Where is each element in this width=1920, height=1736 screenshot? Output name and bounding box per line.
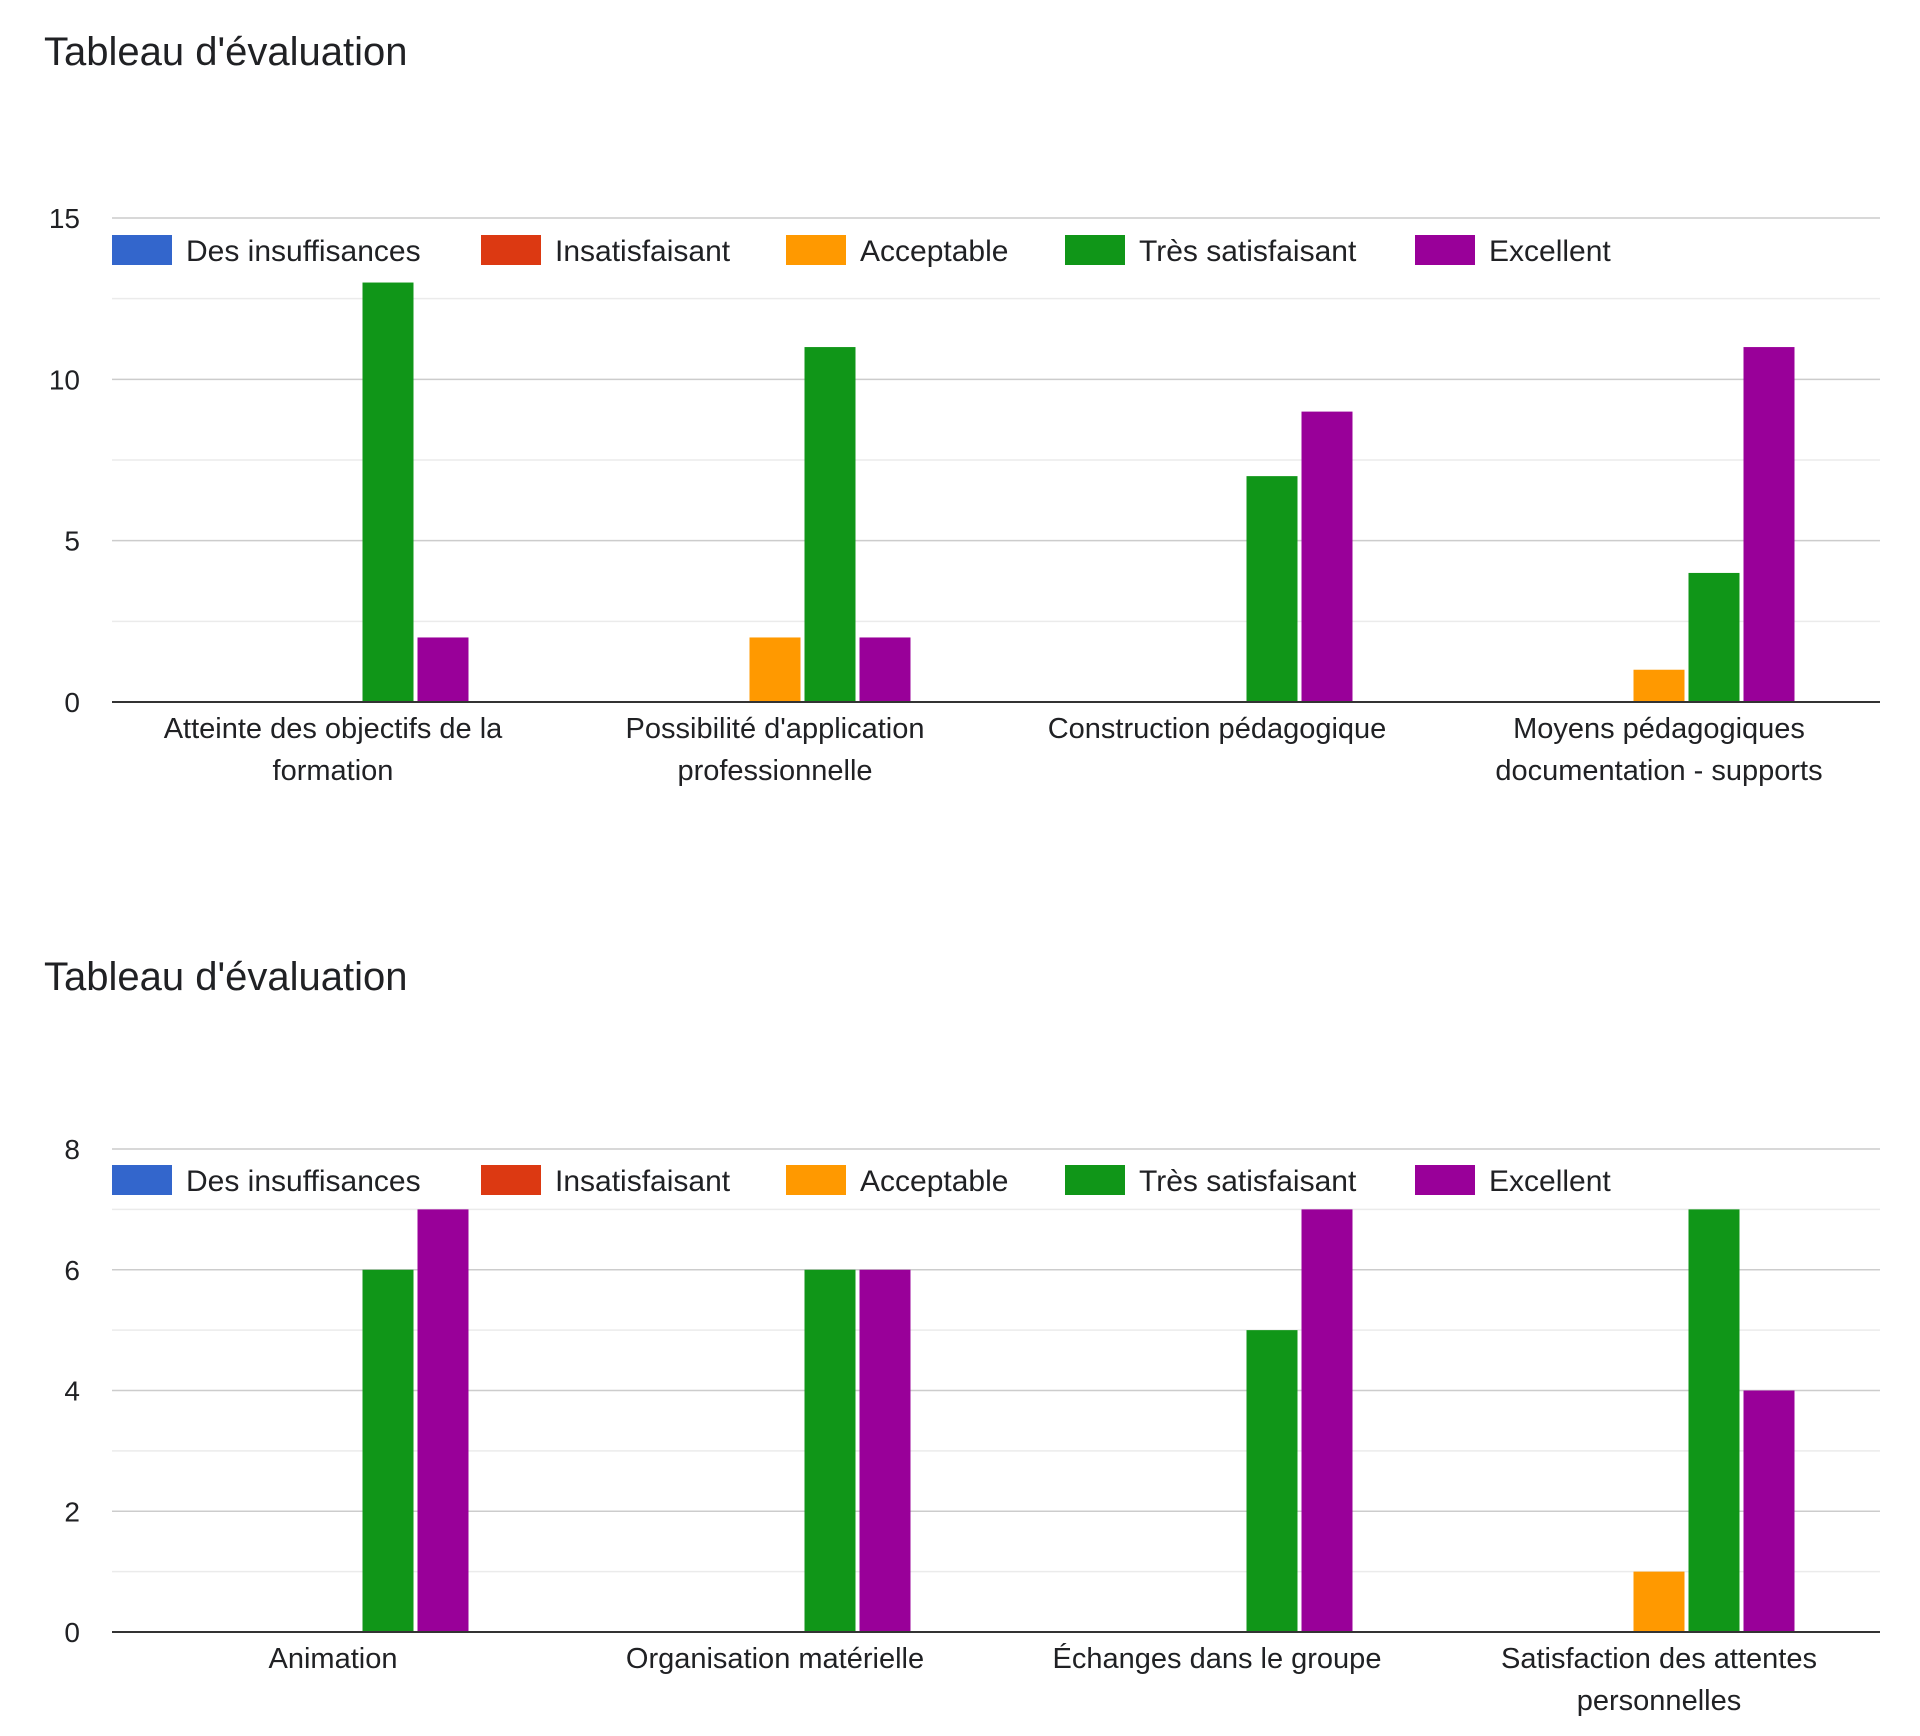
legend-swatch <box>1065 1165 1125 1195</box>
category-label: personnelles <box>1577 1685 1741 1717</box>
legend-label[interactable]: Des insuffisances <box>186 235 421 268</box>
y-tick-label: 0 <box>64 1617 80 1648</box>
bar-tr-s-satisfaisant[interactable] <box>804 347 856 702</box>
legend-label[interactable]: Très satisfaisant <box>1139 1165 1357 1198</box>
category-label: Animation <box>269 1643 398 1675</box>
legend-label[interactable]: Acceptable <box>860 235 1008 268</box>
chart-1-plot: 0 5 10 15 Atteinte des objectifs de la format… <box>49 203 1880 787</box>
legend-swatch <box>786 235 846 265</box>
bar-excellent[interactable] <box>1743 1390 1795 1633</box>
category-label: Atteinte des objectifs de la <box>164 713 503 745</box>
legend-swatch <box>1415 235 1475 265</box>
chart-evaluation-2: 0 2 4 6 8 Animation Organisation matérielle Éch… <box>0 925 1920 1736</box>
chart-2-plot: 0 2 4 6 8 Animation Organisation matérielle Éch… <box>64 1134 1880 1717</box>
legend-label[interactable]: Acceptable <box>860 1165 1008 1198</box>
bar-acceptable[interactable] <box>1633 669 1685 702</box>
category-label: formation <box>273 755 394 787</box>
category-label: Possibilité d'application <box>626 713 925 745</box>
bar-tr-s-satisfaisant[interactable] <box>1688 572 1740 702</box>
y-tick-label: 15 <box>49 203 80 234</box>
category-label: professionnelle <box>677 755 872 787</box>
legend-swatch <box>786 1165 846 1195</box>
legend-label[interactable]: Insatisfaisant <box>555 235 731 268</box>
y-tick-label: 5 <box>64 526 80 557</box>
bar-tr-s-satisfaisant[interactable] <box>362 1269 414 1632</box>
bar-tr-s-satisfaisant[interactable] <box>1246 476 1298 702</box>
legend-label[interactable]: Très satisfaisant <box>1139 235 1357 268</box>
category-label: Moyens pédagogiques <box>1513 713 1805 745</box>
chart-evaluation-1: 0 5 10 15 Atteinte des objectifs de la format… <box>44 30 1880 787</box>
bar-acceptable[interactable] <box>749 637 801 702</box>
bar-excellent[interactable] <box>1301 1209 1353 1632</box>
chart-2-title: Tableau d'évaluation <box>44 955 408 999</box>
y-tick-label: 0 <box>64 687 80 718</box>
y-tick-label: 4 <box>64 1376 80 1407</box>
legend-label[interactable]: Excellent <box>1489 1165 1611 1198</box>
bar-tr-s-satisfaisant[interactable] <box>804 1269 856 1632</box>
bar-excellent[interactable] <box>417 1209 469 1632</box>
legend-label[interactable]: Excellent <box>1489 235 1611 268</box>
category-label: documentation - supports <box>1495 755 1822 787</box>
legend-swatch <box>481 235 541 265</box>
bar-tr-s-satisfaisant[interactable] <box>1246 1330 1298 1632</box>
y-tick-label: 10 <box>49 364 80 395</box>
bar-excellent[interactable] <box>859 637 911 702</box>
category-label: Échanges dans le groupe <box>1053 1642 1382 1675</box>
bar-excellent[interactable] <box>417 637 469 702</box>
y-tick-label: 2 <box>64 1496 80 1527</box>
bar-excellent[interactable] <box>859 1269 911 1632</box>
legend-swatch <box>1065 235 1125 265</box>
category-label: Satisfaction des attentes <box>1501 1643 1817 1675</box>
bar-tr-s-satisfaisant[interactable] <box>362 282 414 702</box>
legend-swatch <box>1415 1165 1475 1195</box>
legend-label[interactable]: Des insuffisances <box>186 1165 421 1198</box>
legend-swatch <box>112 1165 172 1195</box>
legend-label[interactable]: Insatisfaisant <box>555 1165 731 1198</box>
legend-swatch <box>481 1165 541 1195</box>
category-label: Construction pédagogique <box>1048 713 1387 745</box>
bar-excellent[interactable] <box>1743 347 1795 702</box>
bar-acceptable[interactable] <box>1633 1571 1685 1632</box>
y-tick-label: 6 <box>64 1255 80 1286</box>
category-label: Organisation matérielle <box>626 1643 924 1675</box>
chart-1-title: Tableau d'évaluation <box>44 30 408 74</box>
bar-tr-s-satisfaisant[interactable] <box>1688 1209 1740 1632</box>
legend-swatch <box>112 235 172 265</box>
bar-excellent[interactable] <box>1301 411 1353 702</box>
y-tick-label: 8 <box>64 1134 80 1165</box>
